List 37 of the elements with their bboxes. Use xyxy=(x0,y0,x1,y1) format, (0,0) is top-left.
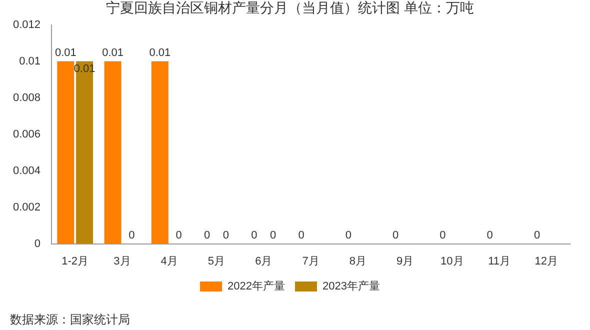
data-label: 0 xyxy=(534,229,540,242)
data-label: 0 xyxy=(440,229,446,242)
data-label: 0 xyxy=(176,229,182,242)
x-tick-label: 11月 xyxy=(488,255,511,268)
y-tick-label: 0.006 xyxy=(12,128,41,140)
data-label: 0 xyxy=(222,229,229,242)
data-label: 0 xyxy=(486,229,493,242)
data-label: 0 xyxy=(270,229,276,242)
x-tick-label: 12月 xyxy=(534,255,558,268)
data-label: 0 xyxy=(392,229,399,242)
data-label: 0 xyxy=(204,229,210,242)
x-tick-label: 9月 xyxy=(396,255,414,268)
x-tick-label: 7月 xyxy=(302,255,320,268)
legend-label: 2023年产量 xyxy=(322,280,380,293)
data-label: 0 xyxy=(345,229,352,242)
x-tick-label: 8月 xyxy=(349,255,366,268)
x-tick-label: 4月 xyxy=(160,255,178,268)
data-label: 0.01 xyxy=(149,46,171,59)
x-tick-label: 10月 xyxy=(440,255,464,268)
y-tick-label: 0.008 xyxy=(12,92,41,104)
data-label: 0 xyxy=(128,229,135,242)
data-label: 0.01 xyxy=(54,46,76,59)
x-tick-label: 5月 xyxy=(208,255,226,268)
data-label: 0 xyxy=(298,229,304,242)
legend-label: 2022年产量 xyxy=(228,280,286,293)
y-tick-label: 0.004 xyxy=(12,164,41,177)
x-tick-label: 6月 xyxy=(255,255,272,268)
x-tick-label: 1-2月 xyxy=(62,255,89,268)
y-tick-label: 0.012 xyxy=(12,18,41,31)
y-tick-label: 0.01 xyxy=(19,55,41,68)
y-tick-label: 0 xyxy=(34,238,41,250)
source-note: 数据来源：国家统计局 xyxy=(10,312,130,326)
x-tick-label: 3月 xyxy=(114,255,131,268)
data-label: 0 xyxy=(251,229,258,242)
chart-title: 宁夏回族自治区铜材产量分月（当月值）统计图 单位：万吨 xyxy=(106,0,474,16)
data-label: 0.01 xyxy=(102,46,124,59)
y-tick-label: 0.002 xyxy=(12,201,41,214)
